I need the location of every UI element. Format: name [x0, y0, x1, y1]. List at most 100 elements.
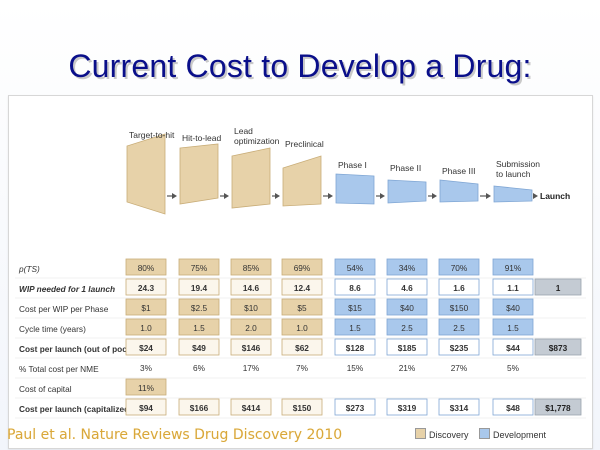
cell-box — [438, 258, 480, 276]
legend-discovery-label: Discovery — [429, 430, 469, 440]
table-cell-value: 3% — [140, 363, 153, 373]
table-cell-value: 27% — [451, 363, 468, 373]
cell-box — [230, 398, 272, 416]
total-cell-value: $873 — [549, 343, 568, 353]
row-label: Cost per launch (capitalized) — [19, 404, 132, 414]
table-cell-value: $40 — [400, 303, 414, 313]
cell-box — [281, 338, 323, 356]
table-cell-value: $62 — [295, 343, 309, 353]
total-cell-value: $1,778 — [545, 403, 571, 413]
citation: Paul et al. Nature Reviews Drug Discover… — [7, 427, 343, 443]
cell-box — [386, 258, 428, 276]
row-label: Cost of capital — [19, 384, 72, 394]
table-cell-value: 2.5 — [453, 323, 465, 333]
phase-funnel — [126, 133, 166, 215]
table-cell-value: 1.5 — [507, 323, 519, 333]
phase-funnel — [493, 185, 533, 203]
table-cell-value: 5% — [507, 363, 520, 373]
table-cell-value: 2.5 — [401, 323, 413, 333]
phase-funnel — [179, 143, 219, 205]
table-cell-value: 75% — [191, 263, 208, 273]
table-cell-value: $235 — [450, 343, 469, 353]
table-cell-value: 11% — [138, 383, 155, 393]
table-cell-value: 1.5 — [193, 323, 205, 333]
cell-box — [178, 298, 220, 316]
cell-box — [125, 338, 167, 356]
table-cell-value: $1 — [141, 303, 151, 313]
table-cell-value: $146 — [242, 343, 261, 353]
legend-development-swatch — [479, 428, 491, 439]
cell-box — [125, 398, 167, 416]
table-cell-value: 1.5 — [349, 323, 361, 333]
phase-funnel — [282, 155, 322, 207]
cell-box — [386, 278, 428, 296]
table-cell-value: 1.0 — [296, 323, 308, 333]
cell-box — [125, 298, 167, 316]
table-cell-value: $128 — [346, 343, 365, 353]
phase-funnel — [387, 179, 427, 204]
cell-box — [125, 278, 167, 296]
phase-funnel — [231, 147, 271, 209]
cell-box — [386, 398, 428, 416]
table-cell-value: $2.5 — [191, 303, 208, 313]
table-cell-value: $314 — [450, 403, 469, 413]
table-cell-value: 2.0 — [245, 323, 257, 333]
table-cell-value: $150 — [293, 403, 312, 413]
cell-box — [492, 318, 534, 336]
table-cell-value: $94 — [139, 403, 153, 413]
phase-label: Preclinical — [285, 139, 324, 149]
cell-box — [125, 378, 167, 396]
cell-box — [281, 258, 323, 276]
table-cell-value: 12.4 — [294, 283, 311, 293]
cell-box — [438, 278, 480, 296]
row-label: % Total cost per NME — [19, 364, 99, 374]
cell-box — [230, 338, 272, 356]
cell-box — [178, 398, 220, 416]
table-cell-value: 54% — [347, 263, 364, 273]
table-cell-value: $5 — [297, 303, 307, 313]
cell-box — [230, 258, 272, 276]
cell-box — [178, 258, 220, 276]
cell-box — [334, 278, 376, 296]
legend: Discovery Development — [415, 428, 554, 440]
cell-box — [334, 318, 376, 336]
cell-box — [386, 318, 428, 336]
cell-box — [438, 318, 480, 336]
phase-label: to launch — [496, 169, 531, 179]
table-cell-value: $48 — [506, 403, 520, 413]
cell-box — [334, 258, 376, 276]
launch-label: Launch — [540, 191, 570, 201]
arrow-head — [380, 193, 385, 199]
phase-funnel — [335, 173, 375, 205]
cell-box — [492, 338, 534, 356]
cell-box — [492, 398, 534, 416]
table-cell-value: 34% — [399, 263, 416, 273]
cell-box — [334, 298, 376, 316]
table-cell-value: 1.6 — [453, 283, 465, 293]
cell-box — [178, 278, 220, 296]
cell-box — [386, 338, 428, 356]
cell-box — [125, 318, 167, 336]
cell-box — [438, 398, 480, 416]
cell-box — [438, 338, 480, 356]
phase-label: Submission — [496, 159, 540, 169]
table-cell-value: 19.4 — [191, 283, 208, 293]
table-cell-value: 80% — [138, 263, 155, 273]
table-cell-value: 15% — [347, 363, 364, 373]
phase-label: Lead — [234, 126, 253, 136]
row-label: p(TS) — [18, 264, 40, 274]
table-cell-value: 69% — [294, 263, 311, 273]
phase-label: Phase II — [390, 163, 421, 173]
table-cell-value: 24.3 — [138, 283, 155, 293]
table-cell-value: $40 — [506, 303, 520, 313]
drug-development-figure: Target-to-hit Hit-to-lead Lead optimization… — [8, 95, 593, 449]
cell-box — [334, 398, 376, 416]
total-cell-box — [534, 278, 582, 296]
table-cell-value: $24 — [139, 343, 153, 353]
table-cell-value: 17% — [243, 363, 260, 373]
row-label: WIP needed for 1 launch — [19, 284, 115, 294]
table-cell-value: 7% — [296, 363, 309, 373]
cell-box — [492, 258, 534, 276]
total-cell-value: 1 — [556, 283, 561, 293]
table-cell-value: $414 — [242, 403, 261, 413]
